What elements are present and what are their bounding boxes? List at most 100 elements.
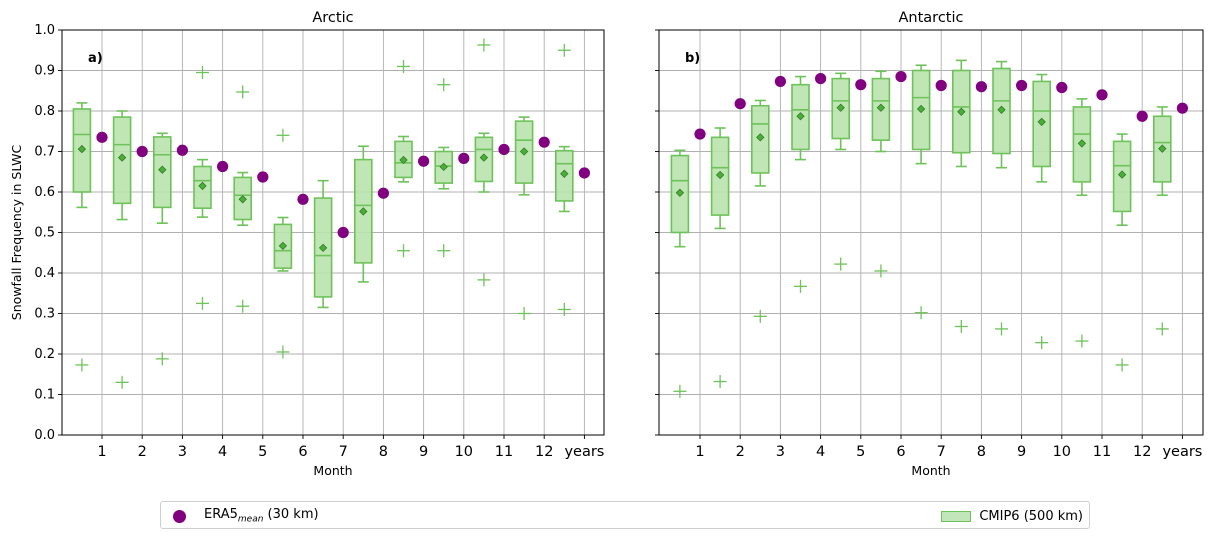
box-mean-marker xyxy=(836,103,845,112)
cmip6-box xyxy=(233,85,252,313)
panel-label: a) xyxy=(88,51,103,66)
cmip6-box xyxy=(1112,133,1132,372)
x-tick-label: 9 xyxy=(1017,444,1026,460)
x-tick-label: 3 xyxy=(776,444,785,460)
era5-point xyxy=(1096,89,1108,101)
x-tick-label: 9 xyxy=(419,444,428,460)
outlier-marker xyxy=(794,279,807,293)
era5-point xyxy=(337,226,349,239)
outlier-marker xyxy=(196,66,209,80)
x-tick-label: 5 xyxy=(856,444,865,460)
box-mean-marker xyxy=(675,188,685,197)
cmip6-box xyxy=(1072,98,1092,348)
legend-label-cmip6: CMIP6 (500 km) xyxy=(979,508,1083,524)
outlier-marker xyxy=(995,322,1008,336)
era5-point xyxy=(217,160,229,173)
x-tick-label: 3 xyxy=(178,444,187,460)
legend: ERA5mean (30 km) CMIP6 (500 km) xyxy=(160,501,1090,529)
box-mean-marker xyxy=(77,144,87,154)
box-mean-marker xyxy=(318,243,328,253)
x-tick-label: 10 xyxy=(455,444,473,460)
era5-point xyxy=(734,98,746,110)
y-tick-label: 0.4 xyxy=(34,266,55,281)
outlier-marker xyxy=(1115,358,1129,372)
box-mean-marker xyxy=(957,107,966,116)
era5-point xyxy=(1016,79,1028,92)
arctic-panel: 0.00.10.20.30.40.50.60.70.80.91.01 2 3 4 5 6 7… xyxy=(9,10,605,478)
outlier-marker xyxy=(713,375,727,389)
y-axis-label: Snowfall Frequency in SLWC xyxy=(9,144,24,320)
box-mean-marker xyxy=(399,155,408,165)
box-mean-marker xyxy=(117,153,127,162)
outlier-marker xyxy=(874,264,888,278)
cmip6-box xyxy=(313,179,333,309)
legend-entry-cmip6: CMIP6 (500 km) xyxy=(941,506,1083,526)
x-tick-label: 1 xyxy=(695,444,704,460)
box-mean-marker xyxy=(715,170,725,180)
x-tick-label: 7 xyxy=(339,444,348,460)
x-tick-label: years xyxy=(1162,444,1202,460)
box-mean-marker xyxy=(158,165,167,174)
x-tick-label: 7 xyxy=(937,444,946,460)
cmip6-box xyxy=(750,99,770,323)
legend-label-era5: ERA5mean (30 km) xyxy=(204,507,319,525)
era5-point xyxy=(1136,110,1148,122)
era5-point xyxy=(895,70,907,83)
legend-entry-era5: ERA5mean (30 km) xyxy=(173,506,319,526)
y-tick-label: 0.5 xyxy=(34,226,55,241)
cmip6-box xyxy=(153,132,172,366)
cmip6-box xyxy=(911,64,931,320)
era5-point xyxy=(498,143,510,156)
y-tick-label: 0.7 xyxy=(34,145,55,160)
outlier-marker xyxy=(517,307,531,320)
era5-point xyxy=(1176,102,1188,114)
era5-point xyxy=(176,144,188,156)
outlier-marker xyxy=(236,85,250,99)
era5-point xyxy=(458,152,470,164)
outlier-marker xyxy=(954,319,968,333)
cmip6-box xyxy=(474,38,494,287)
x-axis-label: Month xyxy=(313,463,352,478)
outlier-marker xyxy=(236,299,250,313)
era5-point xyxy=(297,193,309,205)
x-tick-label: 2 xyxy=(736,444,745,460)
box-mean-marker xyxy=(198,181,207,191)
outlier-marker xyxy=(397,59,410,73)
outlier-marker xyxy=(673,384,687,398)
era5-point xyxy=(377,187,389,199)
era5-point xyxy=(694,128,706,140)
cmip6-box xyxy=(193,66,212,310)
cmip6-box xyxy=(992,60,1011,336)
cmip6-box xyxy=(710,127,730,389)
box-mean-marker xyxy=(439,162,448,172)
y-tick-label: 0.2 xyxy=(34,347,55,362)
box-mean-marker xyxy=(997,105,1006,114)
cmip6-box xyxy=(273,128,293,359)
x-tick-label: 4 xyxy=(218,444,227,460)
box-mean-marker xyxy=(756,133,765,142)
era5-point xyxy=(774,75,787,88)
x-tick-label: 5 xyxy=(258,444,267,460)
y-tick-label: 0.1 xyxy=(34,388,55,403)
y-tick-label: 0.9 xyxy=(34,64,55,79)
box-mean-marker xyxy=(876,103,886,112)
y-tick-label: 0.6 xyxy=(34,185,55,200)
box-mean-marker xyxy=(519,147,529,156)
box-mean-marker xyxy=(1158,144,1167,153)
box-mean-marker xyxy=(479,153,489,162)
outlier-marker xyxy=(437,78,451,92)
cmip6-box xyxy=(353,145,373,283)
cmip6-box xyxy=(72,102,92,372)
axes-frame xyxy=(658,29,1204,436)
cmip6-box xyxy=(1032,73,1051,350)
era5-marker-icon xyxy=(173,509,186,523)
x-tick-label: 6 xyxy=(298,444,307,460)
outlier-marker xyxy=(1035,336,1049,350)
cmip6-box-patch-icon xyxy=(941,510,972,522)
outlier-marker xyxy=(276,345,290,359)
box-mean-marker xyxy=(1077,139,1087,148)
x-tick-label: 12 xyxy=(1133,444,1151,460)
box-mean-marker xyxy=(238,195,247,204)
y-tick-label: 0.3 xyxy=(34,307,55,322)
